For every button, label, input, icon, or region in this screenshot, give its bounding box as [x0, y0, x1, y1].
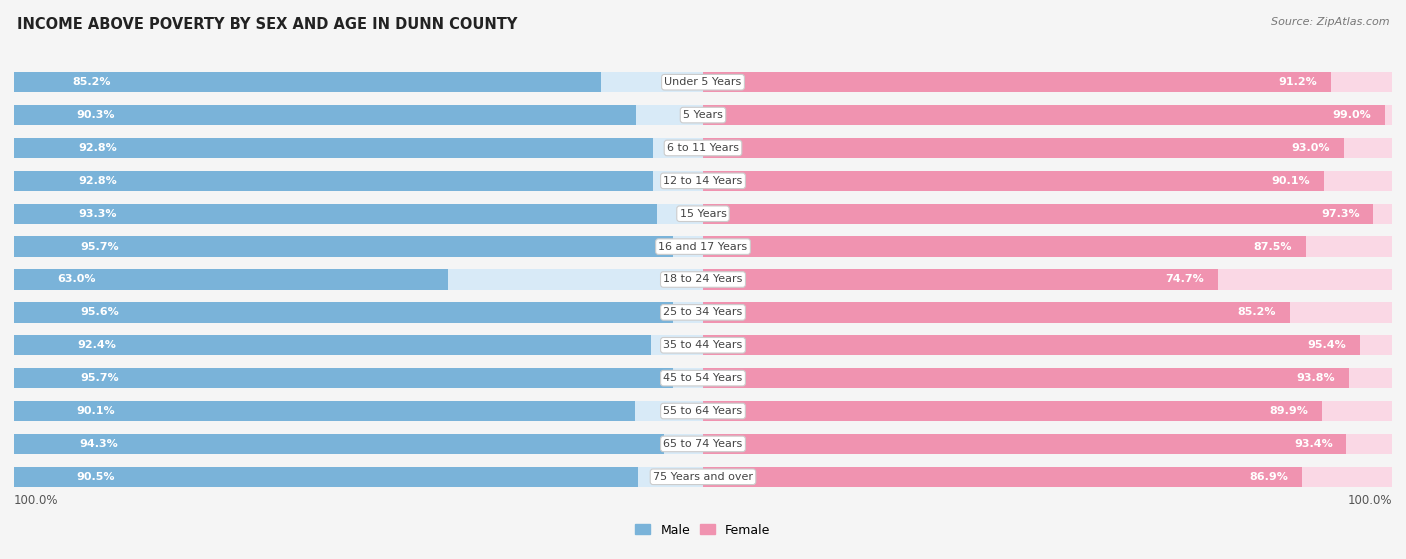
Text: 6 to 11 Years: 6 to 11 Years: [666, 143, 740, 153]
Bar: [703, 335, 1392, 356]
Bar: [703, 401, 1323, 421]
Text: 95.4%: 95.4%: [1308, 340, 1347, 350]
Bar: [14, 302, 672, 323]
Text: 90.1%: 90.1%: [76, 406, 115, 416]
Text: 93.0%: 93.0%: [1292, 143, 1330, 153]
Bar: [14, 467, 703, 487]
Text: 95.7%: 95.7%: [80, 373, 118, 383]
Bar: [14, 105, 636, 125]
Bar: [14, 335, 651, 356]
Bar: [703, 105, 1385, 125]
Text: 89.9%: 89.9%: [1270, 406, 1309, 416]
Bar: [14, 138, 654, 158]
Bar: [703, 434, 1392, 454]
Bar: [14, 434, 703, 454]
Text: 90.5%: 90.5%: [76, 472, 115, 482]
Text: 74.7%: 74.7%: [1166, 274, 1204, 285]
Text: 85.2%: 85.2%: [1237, 307, 1277, 318]
Bar: [14, 434, 664, 454]
Text: Under 5 Years: Under 5 Years: [665, 77, 741, 87]
Text: 75 Years and over: 75 Years and over: [652, 472, 754, 482]
Bar: [703, 203, 1374, 224]
Text: 18 to 24 Years: 18 to 24 Years: [664, 274, 742, 285]
Text: 55 to 64 Years: 55 to 64 Years: [664, 406, 742, 416]
Bar: [14, 401, 634, 421]
Bar: [14, 302, 703, 323]
Bar: [703, 236, 1392, 257]
Text: 16 and 17 Years: 16 and 17 Years: [658, 241, 748, 252]
Bar: [703, 368, 1392, 389]
Bar: [703, 105, 1392, 125]
Text: 35 to 44 Years: 35 to 44 Years: [664, 340, 742, 350]
Text: 93.8%: 93.8%: [1296, 373, 1336, 383]
Bar: [14, 72, 703, 92]
Text: 12 to 14 Years: 12 to 14 Years: [664, 176, 742, 186]
Bar: [703, 368, 1350, 389]
Legend: Male, Female: Male, Female: [630, 519, 776, 542]
Bar: [14, 236, 673, 257]
Text: 90.3%: 90.3%: [76, 110, 115, 120]
Bar: [14, 467, 637, 487]
Text: 92.4%: 92.4%: [77, 340, 117, 350]
Bar: [703, 401, 1392, 421]
Text: 87.5%: 87.5%: [1254, 241, 1292, 252]
Text: 100.0%: 100.0%: [1347, 494, 1392, 507]
Bar: [14, 236, 703, 257]
Bar: [703, 467, 1302, 487]
Bar: [14, 269, 703, 290]
Text: 15 Years: 15 Years: [679, 209, 727, 219]
Text: 85.2%: 85.2%: [73, 77, 111, 87]
Text: 97.3%: 97.3%: [1320, 209, 1360, 219]
Text: 92.8%: 92.8%: [77, 143, 117, 153]
Bar: [703, 467, 1392, 487]
Text: 95.7%: 95.7%: [80, 241, 118, 252]
Text: 99.0%: 99.0%: [1333, 110, 1371, 120]
Bar: [703, 138, 1344, 158]
Bar: [703, 434, 1347, 454]
Text: 93.3%: 93.3%: [79, 209, 117, 219]
Text: Source: ZipAtlas.com: Source: ZipAtlas.com: [1271, 17, 1389, 27]
Bar: [14, 203, 703, 224]
Bar: [14, 203, 657, 224]
Bar: [14, 368, 673, 389]
Bar: [703, 170, 1323, 191]
Bar: [703, 269, 1218, 290]
Text: 100.0%: 100.0%: [14, 494, 59, 507]
Bar: [703, 170, 1392, 191]
Text: 95.6%: 95.6%: [80, 307, 118, 318]
Bar: [14, 170, 654, 191]
Bar: [14, 368, 703, 389]
Text: 25 to 34 Years: 25 to 34 Years: [664, 307, 742, 318]
Bar: [14, 170, 703, 191]
Bar: [703, 302, 1289, 323]
Bar: [14, 335, 703, 356]
Bar: [14, 138, 703, 158]
Text: 93.4%: 93.4%: [1294, 439, 1333, 449]
Text: 91.2%: 91.2%: [1279, 77, 1317, 87]
Bar: [703, 72, 1331, 92]
Bar: [703, 302, 1392, 323]
Bar: [14, 105, 703, 125]
Text: 65 to 74 Years: 65 to 74 Years: [664, 439, 742, 449]
Bar: [14, 269, 449, 290]
Text: 5 Years: 5 Years: [683, 110, 723, 120]
Text: 90.1%: 90.1%: [1271, 176, 1310, 186]
Text: 63.0%: 63.0%: [58, 274, 96, 285]
Bar: [14, 401, 703, 421]
Text: 94.3%: 94.3%: [79, 439, 118, 449]
Bar: [14, 72, 600, 92]
Bar: [703, 236, 1306, 257]
Bar: [703, 72, 1392, 92]
Text: 86.9%: 86.9%: [1249, 472, 1288, 482]
Bar: [703, 335, 1360, 356]
Text: 92.8%: 92.8%: [77, 176, 117, 186]
Text: INCOME ABOVE POVERTY BY SEX AND AGE IN DUNN COUNTY: INCOME ABOVE POVERTY BY SEX AND AGE IN D…: [17, 17, 517, 32]
Text: 45 to 54 Years: 45 to 54 Years: [664, 373, 742, 383]
Bar: [703, 203, 1392, 224]
Bar: [703, 269, 1392, 290]
Bar: [703, 138, 1392, 158]
